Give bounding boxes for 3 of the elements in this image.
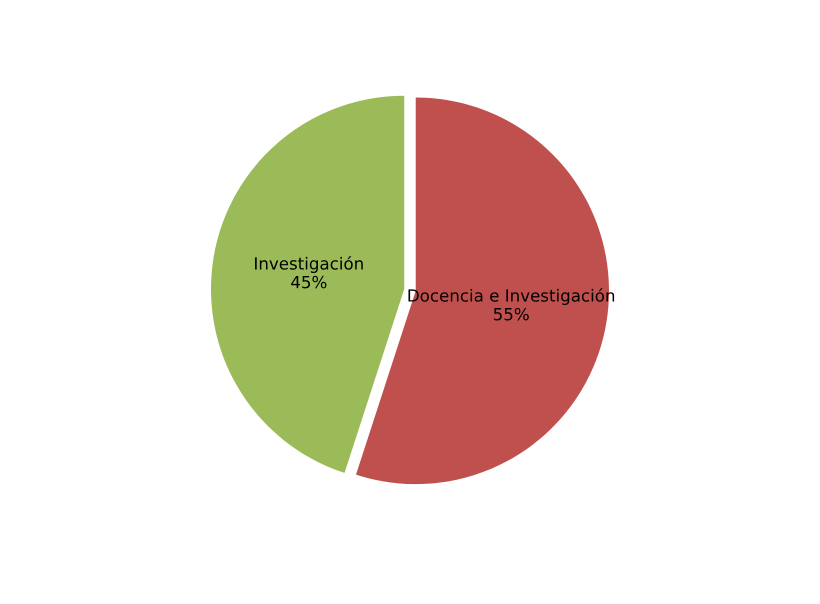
data-label: 55%	[494, 308, 529, 320]
slice-label: Investigación	[255, 256, 363, 273]
data-label: 45%	[291, 276, 326, 288]
